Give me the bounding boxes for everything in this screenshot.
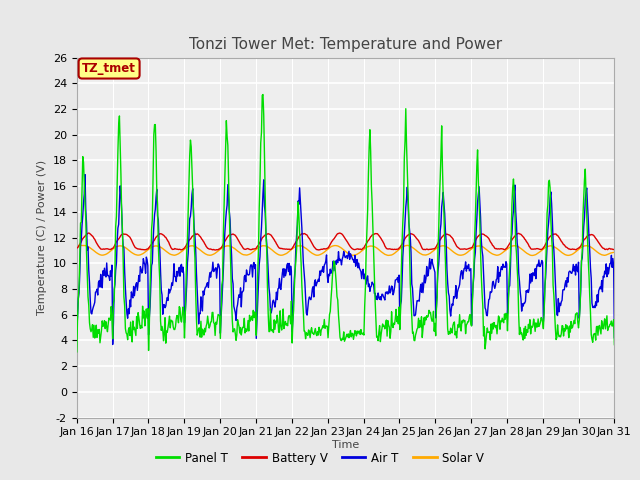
Legend: Panel T, Battery V, Air T, Solar V: Panel T, Battery V, Air T, Solar V (151, 447, 489, 469)
Y-axis label: Temperature (C) / Power (V): Temperature (C) / Power (V) (37, 160, 47, 315)
Text: TZ_tmet: TZ_tmet (82, 62, 136, 75)
X-axis label: Time: Time (332, 440, 359, 450)
Title: Tonzi Tower Met: Temperature and Power: Tonzi Tower Met: Temperature and Power (189, 37, 502, 52)
